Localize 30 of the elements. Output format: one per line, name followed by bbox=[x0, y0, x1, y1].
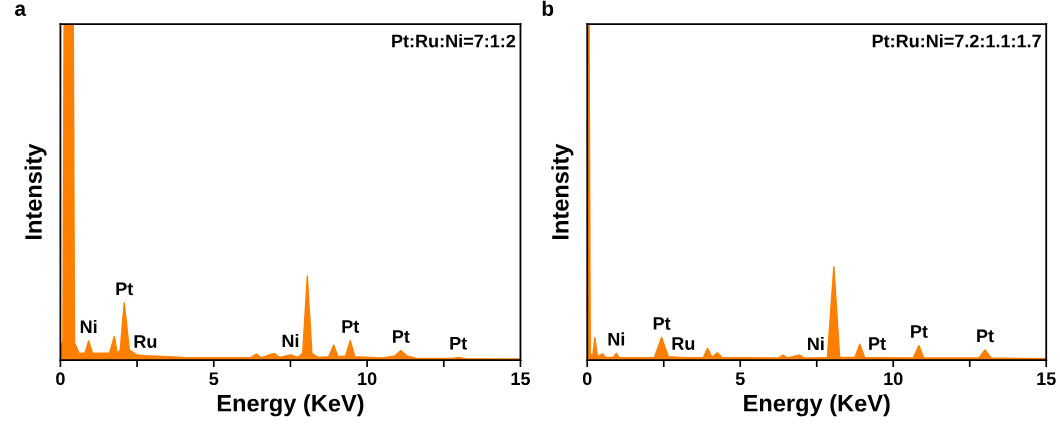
annotation: Pt bbox=[869, 337, 886, 350]
x-tick-label: 5 bbox=[735, 372, 745, 386]
annotation: Pt bbox=[911, 325, 928, 338]
y-axis-title: Intensity bbox=[551, 143, 574, 240]
chart-title: a bbox=[15, 4, 27, 16]
x-tick-label: 0 bbox=[582, 372, 592, 386]
x-tick-label: 15 bbox=[1037, 372, 1056, 386]
chart-title: b bbox=[542, 0, 554, 16]
y-axis-title: Intensity bbox=[24, 143, 47, 240]
annotation: Pt bbox=[342, 320, 360, 333]
annotation: Ni bbox=[807, 337, 824, 351]
annotation: Pt:Ru:Ni=7.2:1.1:1.7 bbox=[872, 34, 1041, 48]
x-tick-label: 5 bbox=[209, 372, 219, 386]
annotation: Pt bbox=[116, 282, 134, 296]
x-tick-label: 0 bbox=[56, 372, 65, 386]
x-tick-label: 15 bbox=[511, 372, 530, 386]
annotation: Pt bbox=[393, 330, 410, 343]
x-axis-title: Energy (KeV) bbox=[217, 394, 364, 417]
annotation: Pt bbox=[450, 337, 468, 350]
annotation: Ni bbox=[282, 334, 299, 348]
annotation: Pt bbox=[977, 329, 994, 343]
annotation: Pt bbox=[653, 317, 671, 330]
annotation: Ru bbox=[134, 335, 157, 348]
x-tick-label: 10 bbox=[358, 372, 377, 386]
annotation: Ni bbox=[608, 332, 625, 346]
x-axis-title: Energy (KeV) bbox=[744, 394, 890, 417]
annotation: Ru bbox=[672, 337, 695, 350]
x-tick-label: 10 bbox=[884, 372, 903, 386]
annotation: Pt:Ru:Ni=7:1:2 bbox=[392, 34, 516, 48]
annotation: Ni bbox=[80, 319, 97, 333]
